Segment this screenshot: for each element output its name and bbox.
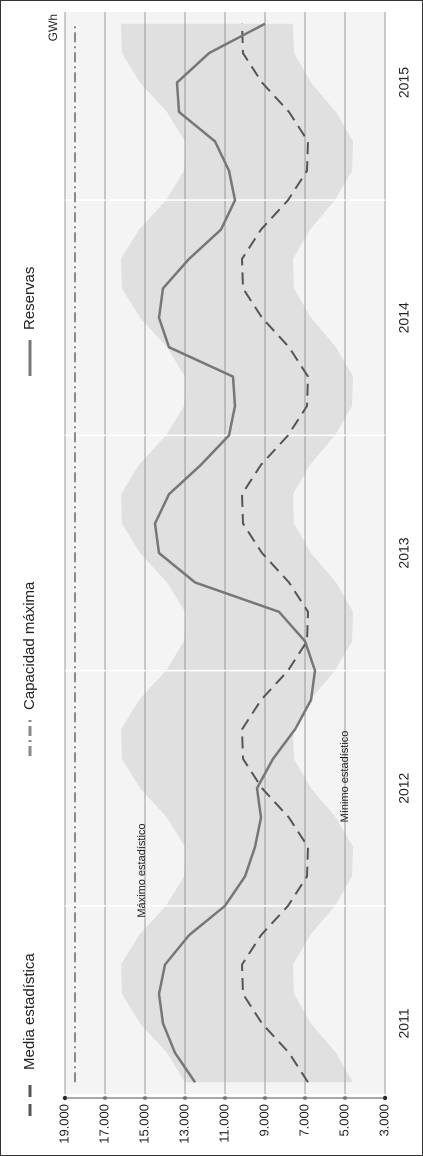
y-tick-label: 11.000 xyxy=(216,1104,231,1143)
x-tick-label: 2014 xyxy=(396,302,412,333)
unit-label: GWh xyxy=(46,14,60,41)
series-line xyxy=(153,22,317,1083)
x-tick-label: 2012 xyxy=(396,772,412,803)
legend-label: Capacidad máxima xyxy=(21,581,38,710)
y-tick-label: 15.000 xyxy=(136,1104,151,1144)
legend-label: Reservas xyxy=(21,267,38,330)
x-tick-label: 2011 xyxy=(396,1008,412,1038)
y-tick-label: 19.000 xyxy=(56,1104,71,1144)
y-tick-label: 7.000 xyxy=(296,1104,311,1137)
series-line xyxy=(241,23,309,1083)
annotation: Mínimo estadístico xyxy=(339,731,351,823)
y-tick-label: 17.000 xyxy=(96,1104,111,1144)
x-tick-label: 2015 xyxy=(396,67,412,98)
y-tick-label: 3.000 xyxy=(376,1104,391,1137)
annotation: Máximo estadístico xyxy=(136,823,148,917)
x-tick-label: 2013 xyxy=(396,537,412,568)
y-tick-label: 9.000 xyxy=(256,1104,271,1137)
y-tick-label: 13.000 xyxy=(176,1104,191,1144)
y-tick-label: 5.000 xyxy=(336,1104,351,1137)
stat-band xyxy=(121,23,353,1083)
legend-label: Media estadística xyxy=(21,953,38,1070)
